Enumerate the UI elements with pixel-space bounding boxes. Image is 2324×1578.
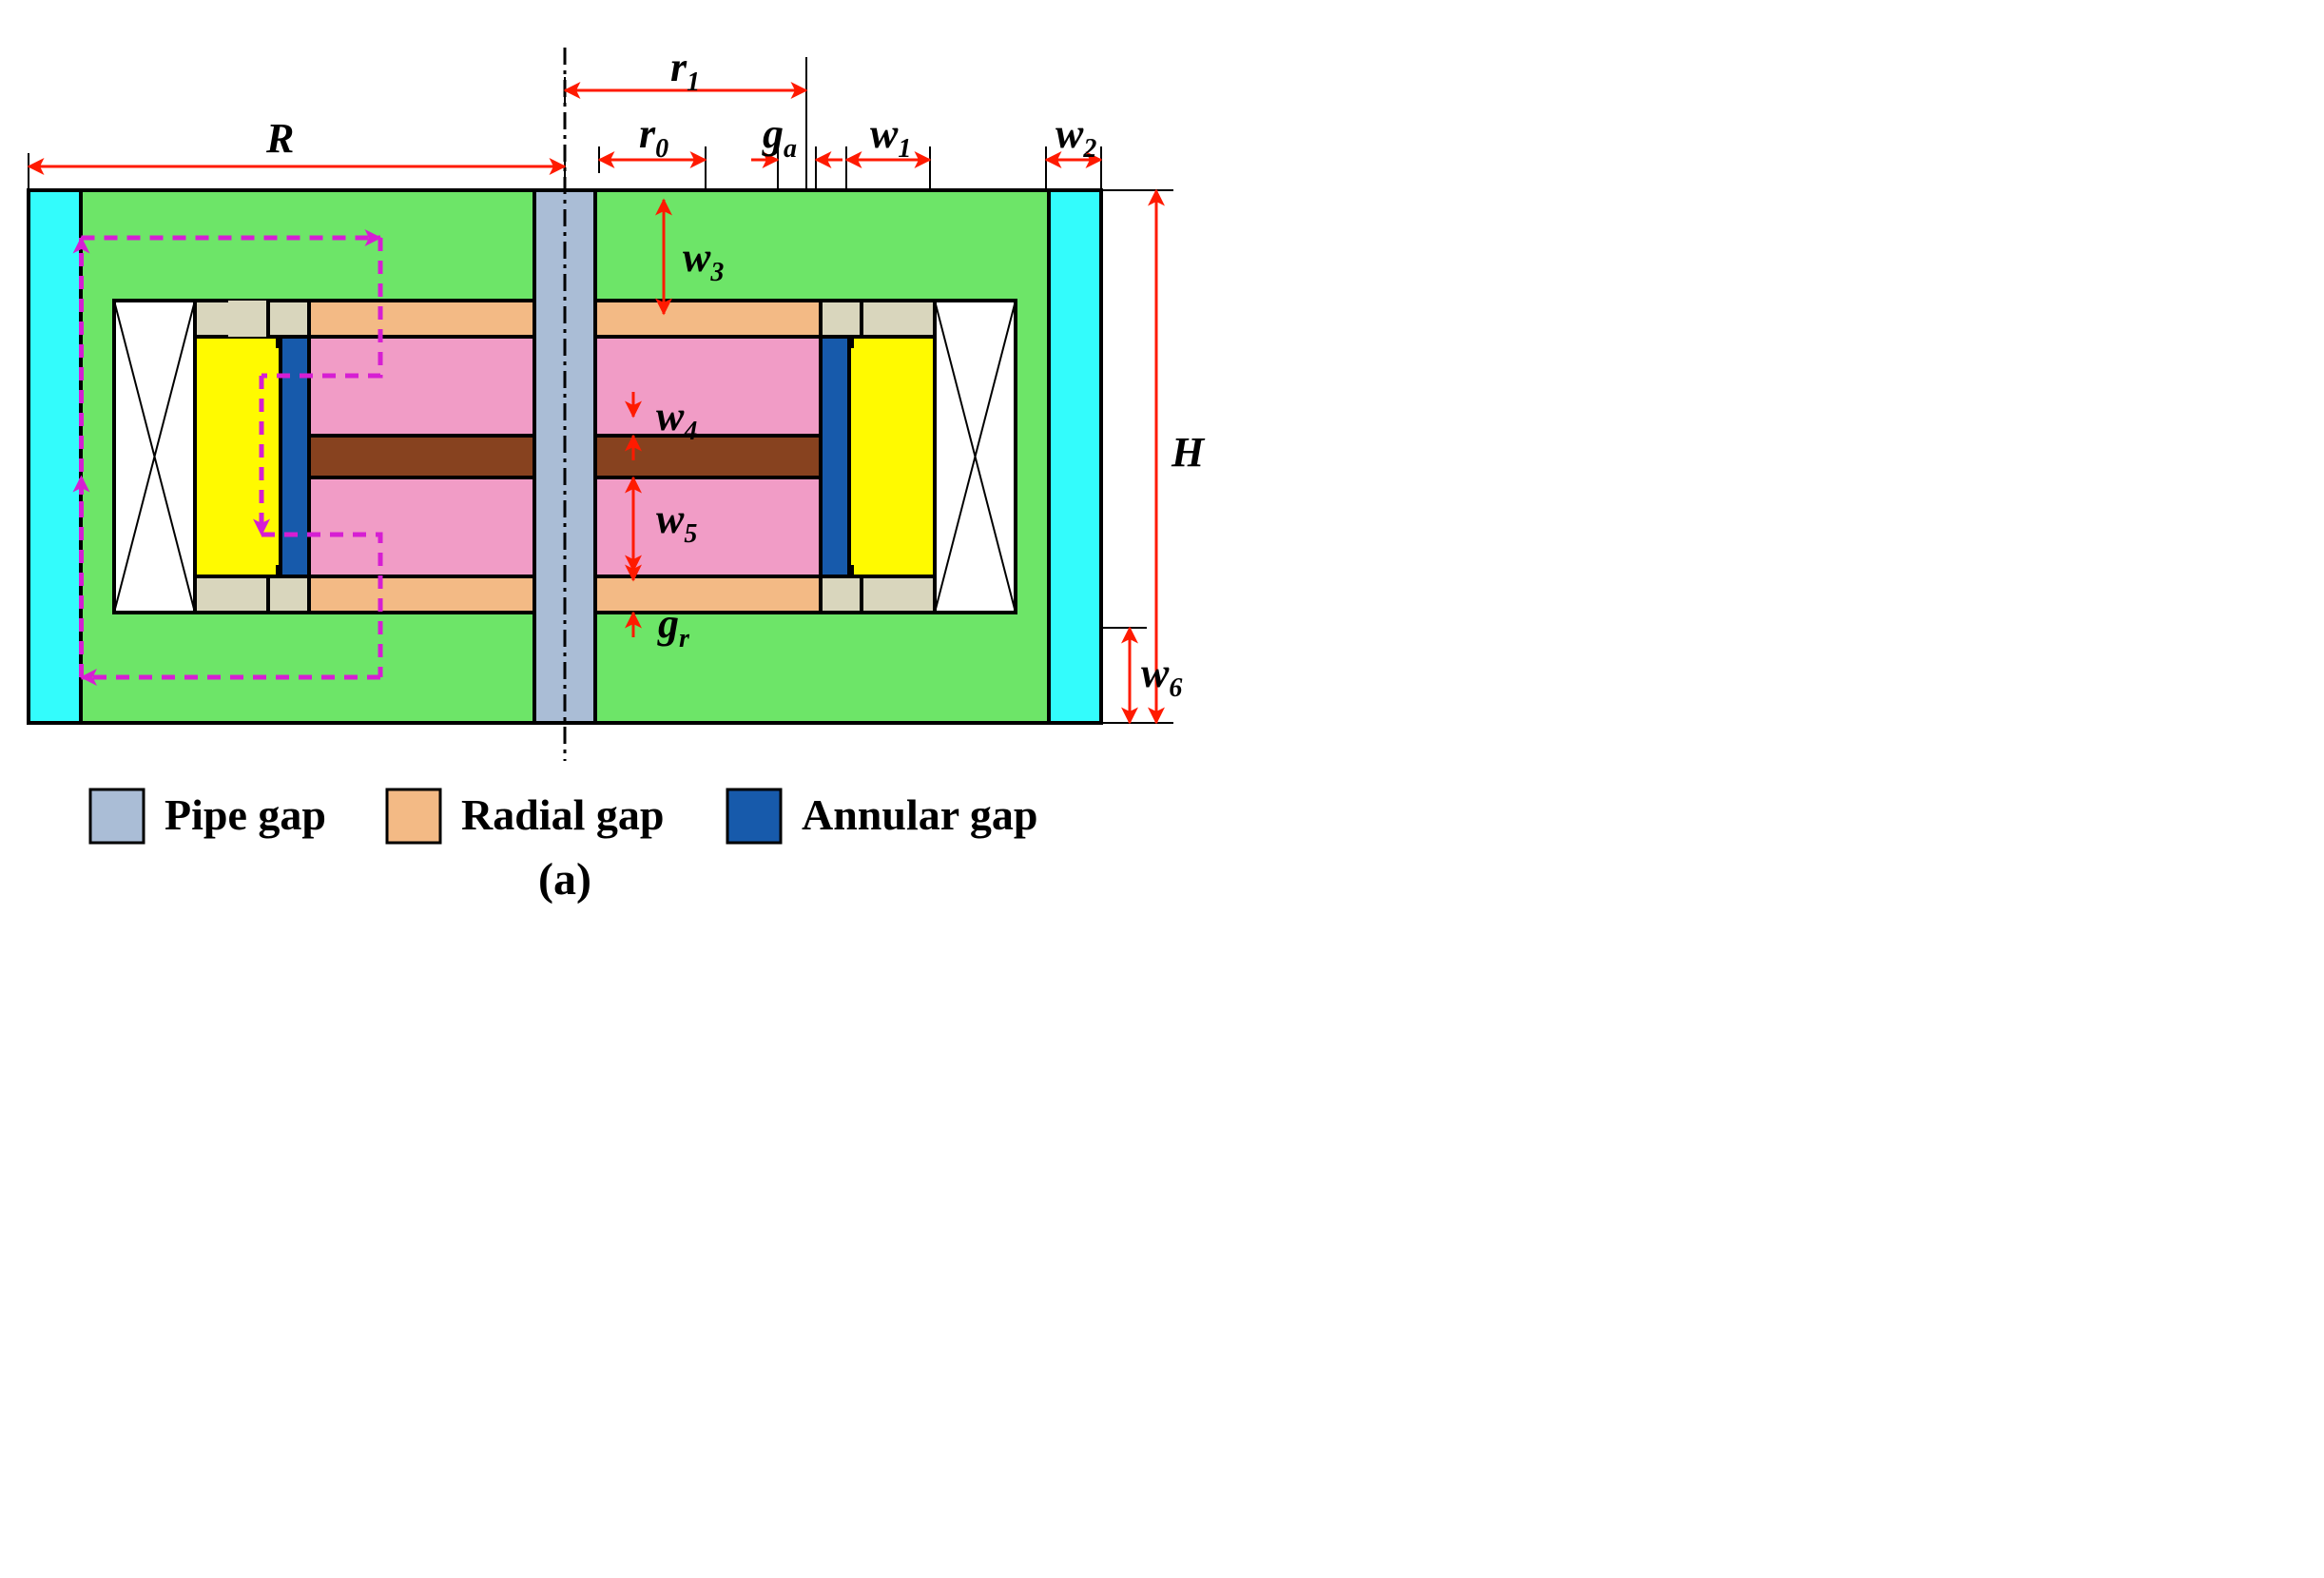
- shell-cyan-right: [1049, 190, 1101, 723]
- dim-label-H: H: [1171, 429, 1206, 476]
- dim-label-R: R: [265, 115, 294, 162]
- legend-label: Pipe gap: [165, 790, 326, 839]
- dim-label-w: w6: [1141, 650, 1182, 703]
- shell-cyan-left: [29, 190, 81, 723]
- legend-swatch-pipe_gap: [90, 789, 144, 843]
- dim-label-r: r0: [639, 110, 668, 164]
- legend-swatch-annular_gap: [727, 789, 781, 843]
- dim-label-g: ga: [762, 110, 797, 164]
- schematic-figure: Rr1r0gaw1w2w3w4w5grHw6Pipe gapRadial gap…: [0, 0, 1236, 913]
- figure-caption: (a): [538, 854, 591, 905]
- dim-label-w: w2: [1055, 110, 1096, 164]
- legend-swatch-radial_gap: [387, 789, 440, 843]
- legend-label: Annular gap: [802, 790, 1037, 839]
- dim-label-r: r1: [670, 44, 700, 97]
- magnet-right: [849, 337, 935, 576]
- dim-label-w: w1: [870, 110, 911, 164]
- magnet-left: [195, 337, 281, 576]
- annular-gap-right: [821, 337, 849, 576]
- legend-label: Radial gap: [461, 790, 664, 839]
- annular-gap-left: [281, 337, 309, 576]
